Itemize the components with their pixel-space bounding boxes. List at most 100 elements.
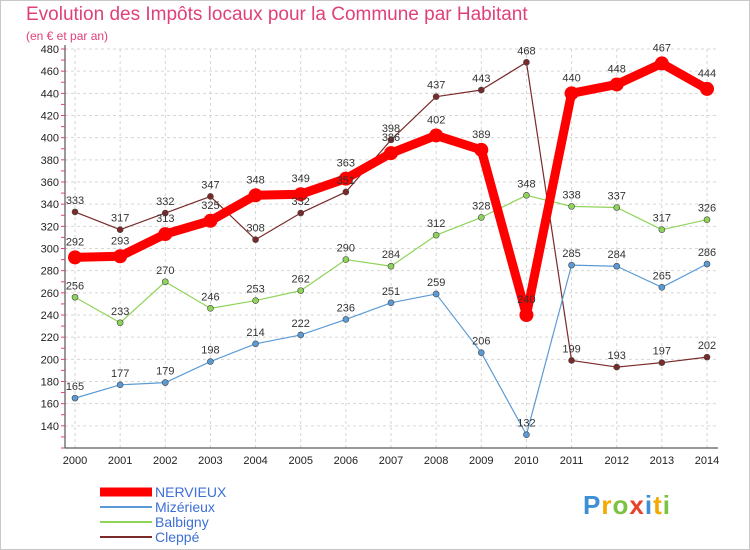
y-tick-label: 460: [41, 66, 59, 78]
data-point: [113, 249, 128, 264]
x-tick-label: 2012: [604, 455, 628, 467]
data-label: 198: [201, 345, 219, 357]
data-point: [161, 379, 169, 386]
data-label: 251: [382, 286, 400, 298]
data-point: [568, 203, 575, 210]
data-point: [387, 299, 395, 307]
data-label: 202: [698, 340, 716, 352]
data-label: 312: [427, 218, 445, 230]
data-point: [387, 136, 395, 144]
x-tick-label: 2005: [288, 455, 312, 467]
y-tick-label: 220: [41, 332, 59, 344]
x-tick-label: 2001: [108, 455, 132, 467]
y-tick-label: 360: [41, 177, 59, 189]
data-label: 328: [472, 200, 490, 212]
data-label: 332: [292, 196, 310, 208]
data-point: [658, 283, 666, 291]
data-point: [658, 226, 666, 233]
data-label: 437: [427, 80, 445, 92]
data-label: 206: [472, 336, 490, 348]
legend-label: Balbigny: [155, 514, 209, 530]
data-label: 325: [201, 200, 219, 212]
data-point: [700, 81, 714, 96]
data-label: 165: [66, 381, 84, 393]
data-label: 317: [111, 213, 129, 225]
data-label: 193: [608, 350, 626, 362]
data-label: 467: [653, 42, 671, 54]
data-label: 349: [292, 173, 310, 185]
y-tick-label: 320: [41, 221, 59, 233]
data-point: [703, 216, 711, 223]
data-label: 313: [156, 213, 174, 225]
data-label: 398: [382, 123, 400, 135]
data-point: [703, 353, 711, 361]
x-tick-label: 2006: [334, 455, 358, 467]
data-point: [613, 204, 621, 211]
data-label: 448: [608, 63, 626, 75]
data-label: 332: [156, 196, 174, 208]
data-point: [658, 359, 666, 366]
data-label: 386: [382, 132, 400, 144]
data-point: [252, 340, 259, 348]
data-label: 333: [66, 195, 84, 207]
data-labels: 292 293 313 325 348 349 363 386 402 389 240 440 448 4…: [66, 42, 716, 429]
data-point: [429, 128, 444, 143]
y-tick-label: 200: [41, 354, 59, 366]
data-point: [158, 227, 173, 242]
grid-lines: [65, 48, 718, 448]
data-label: 308: [246, 223, 264, 235]
data-point: [474, 142, 489, 157]
data-label: 293: [111, 235, 129, 247]
data-point: [523, 192, 530, 199]
data-label: 290: [337, 243, 355, 255]
chart-subtitle: (en € et par an): [26, 29, 109, 43]
data-label: 337: [608, 190, 626, 202]
data-label: 214: [246, 327, 264, 339]
data-label: 285: [562, 248, 580, 260]
data-point: [71, 208, 79, 216]
data-label: 256: [66, 280, 84, 292]
x-tick-label: 2011: [560, 455, 584, 467]
data-point: [252, 297, 259, 304]
data-label: 177: [111, 368, 129, 380]
data-label: 262: [292, 274, 310, 286]
logo-letter: r: [601, 490, 613, 520]
logo-letter: o: [612, 490, 630, 520]
data-point: [248, 188, 263, 203]
data-point: [207, 305, 214, 312]
logo-letter: i: [662, 490, 671, 520]
data-point: [116, 319, 124, 327]
y-tick-label: 280: [41, 266, 59, 278]
y-tick-label: 380: [41, 155, 59, 167]
data-label: 347: [201, 179, 219, 191]
data-label: 363: [337, 158, 355, 170]
y-tick-label: 240: [41, 310, 59, 322]
data-label: 265: [653, 270, 671, 282]
data-label: 286: [698, 247, 716, 259]
data-point: [252, 236, 259, 243]
data-point: [568, 357, 575, 364]
data-point: [432, 93, 440, 100]
x-tick-label: 2007: [379, 455, 403, 467]
data-point: [477, 349, 485, 356]
series-lines: [68, 56, 714, 439]
data-point: [609, 77, 624, 92]
y-tick-label: 440: [41, 88, 59, 100]
data-point: [203, 213, 218, 228]
data-label: 284: [382, 249, 400, 261]
axes: 140 160 180 200 220 240 260 280 300 320 340 360 380 4…: [41, 44, 720, 467]
data-point: [703, 260, 711, 268]
data-label: 317: [653, 213, 671, 225]
y-tick-label: 180: [41, 377, 59, 389]
data-point: [71, 394, 79, 402]
data-label: 233: [111, 306, 129, 318]
data-point: [432, 290, 440, 298]
data-point: [116, 381, 124, 389]
logo-letter: x: [629, 490, 645, 520]
data-point: [161, 278, 169, 286]
data-point: [71, 293, 79, 301]
data-point: [432, 231, 440, 239]
legend-label: Mizérieux: [155, 499, 215, 515]
